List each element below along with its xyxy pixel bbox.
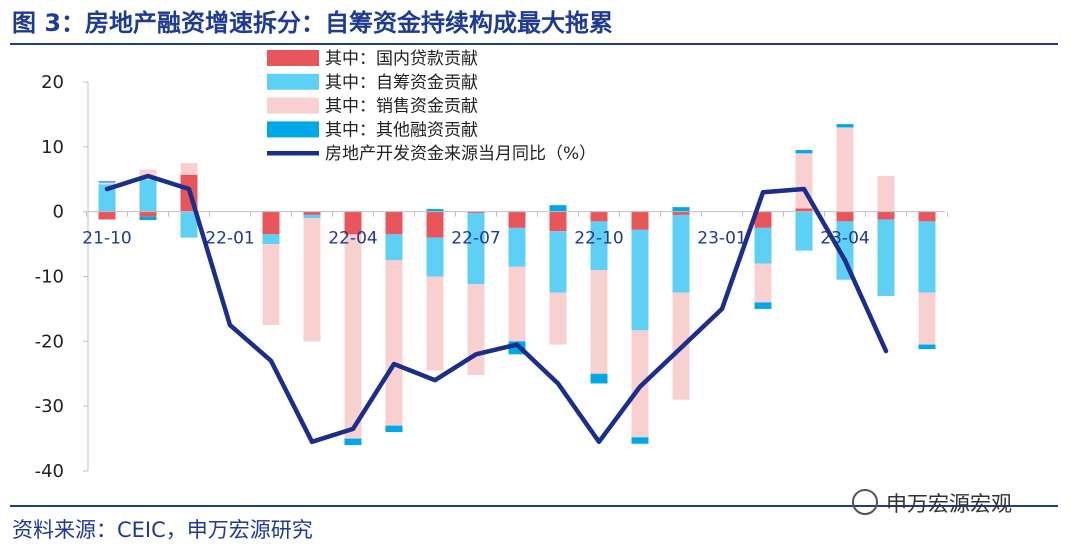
- bar-segment-s0: [467, 211, 485, 213]
- bar-segment-s0: [344, 211, 362, 235]
- line-layer: [104, 173, 889, 445]
- x-tick-label: 23-01: [697, 229, 746, 249]
- bar-segment-s0: [303, 211, 321, 215]
- watermark: 申万宏源宏观: [852, 488, 1012, 518]
- bar-segment-s0: [918, 211, 936, 222]
- y-tick-label: 0: [53, 202, 64, 223]
- bar-segment-s2: [303, 218, 321, 342]
- bar-segment-s0: [139, 211, 157, 217]
- bar-segment-s0: [754, 211, 772, 228]
- bar-segment-s3: [98, 181, 116, 183]
- x-tick-label: 22-10: [574, 229, 623, 249]
- bar-segment-s1: [262, 234, 280, 245]
- bar-segment-s2: [590, 270, 608, 374]
- bar-segment-s3: [590, 373, 608, 384]
- y-tick-label: -30: [35, 396, 64, 417]
- legend-swatch-1: [267, 73, 319, 90]
- title-rule: [10, 43, 1058, 45]
- bar-segment-s1: [180, 211, 198, 238]
- legend-label: 其中：自筹资金贡献: [325, 73, 478, 93]
- bars-layer: [98, 124, 936, 446]
- source-note: 资料来源：CEIC，申万宏源研究: [12, 518, 313, 542]
- x-tick-label: 22-04: [328, 229, 377, 249]
- bar-segment-s2: [508, 266, 526, 342]
- legend-swatch-2: [267, 97, 319, 114]
- bar-segment-s3: [631, 437, 649, 444]
- y-tick-label: -40: [35, 461, 64, 482]
- bar-segment-s2: [385, 260, 403, 426]
- bar-segment-s3: [549, 205, 567, 212]
- y-tick-label: 10: [41, 137, 64, 158]
- x-tick-label: 21-10: [82, 229, 131, 249]
- y-tick-label: -10: [35, 267, 64, 288]
- bar-segment-s0: [795, 208, 813, 212]
- bar-segment-s2: [754, 263, 772, 303]
- legend: 其中：国内贷款贡献其中：自筹资金贡献其中：销售资金贡献其中：其他融资贡献房地产开…: [267, 49, 596, 164]
- figure-title: 图 3：房地产融资增速拆分：自筹资金持续构成最大拖累: [12, 9, 614, 37]
- legend-label: 房地产开发资金来源当月同比（%）: [325, 144, 596, 164]
- bar-segment-s1: [139, 179, 157, 212]
- bar-segment-s0: [426, 211, 444, 238]
- x-tick-label: 22-07: [451, 229, 500, 249]
- bar-segment-s1: [877, 219, 895, 296]
- bar-segment-s1: [631, 229, 649, 331]
- bar-segment-s1: [795, 211, 813, 251]
- bar-segment-s2: [877, 176, 895, 212]
- legend-label: 其中：其他融资贡献: [325, 120, 478, 140]
- legend-swatch-3: [267, 121, 319, 138]
- bar-segment-s0: [98, 211, 116, 220]
- bar-segment-s2: [262, 244, 280, 326]
- bar-segment-s0: [508, 211, 526, 228]
- bar-segment-s0: [672, 211, 690, 215]
- bar-segment-s1: [467, 212, 485, 285]
- axis-layer: 20 10 0 -10 -20 -30 -40 21-10 22-01 22-04 22-07 22-…: [35, 72, 948, 482]
- bar-segment-s3: [836, 124, 854, 128]
- bar-segment-s0: [631, 211, 649, 230]
- bar-segment-s2: [98, 182, 116, 185]
- bar-segment-s1: [385, 234, 403, 261]
- line-series: [104, 173, 889, 445]
- bar-segment-s2: [180, 163, 198, 175]
- bar-segment-s3: [426, 209, 444, 212]
- bar-segment-s1: [98, 184, 116, 212]
- y-tick-label: -20: [35, 331, 64, 352]
- watermark-text: 申万宏源宏观: [886, 492, 1012, 516]
- bar-segment-s1: [754, 227, 772, 264]
- bar-segment-s1: [426, 237, 444, 277]
- x-tick-label: 23-04: [820, 229, 869, 249]
- bar-segment-s1: [549, 231, 567, 293]
- bar-segment-s2: [344, 234, 362, 439]
- legend-label: 其中：国内贷款贡献: [325, 49, 478, 69]
- legend-label: 其中：销售资金贡献: [325, 97, 478, 117]
- y-tick-label: 20: [41, 72, 64, 93]
- footer-rule: [10, 505, 1058, 507]
- bar-segment-s1: [672, 214, 690, 293]
- bar-segment-s1: [590, 221, 608, 271]
- bar-segment-s3: [754, 302, 772, 309]
- bar-segment-s2: [549, 292, 567, 345]
- x-tick-label: 22-01: [205, 229, 254, 249]
- bar-segment-s0: [262, 211, 280, 235]
- bar-segment-s3: [672, 207, 690, 212]
- bar-segment-s0: [385, 211, 403, 235]
- bar-segment-s3: [139, 216, 157, 221]
- bar-segment-s0: [590, 211, 608, 222]
- bar-segment-s3: [385, 425, 403, 433]
- bar-segment-s0: [836, 211, 854, 222]
- legend-swatch-0: [267, 50, 319, 66]
- bar-segment-s1: [303, 214, 321, 219]
- bar-segment-s0: [877, 211, 895, 220]
- wechat-icon: [852, 489, 878, 515]
- bar-segment-s2: [836, 127, 854, 212]
- bar-segment-s3: [918, 344, 936, 350]
- bar-segment-s0: [549, 211, 567, 232]
- bar-segment-s2: [426, 276, 444, 371]
- bar-segment-s2: [918, 292, 936, 345]
- bar-segment-s1: [508, 227, 526, 267]
- bar-segment-s2: [467, 284, 485, 376]
- bar-segment-s1: [918, 221, 936, 293]
- bar-segment-s3: [344, 438, 362, 446]
- bar-segment-s3: [795, 150, 813, 154]
